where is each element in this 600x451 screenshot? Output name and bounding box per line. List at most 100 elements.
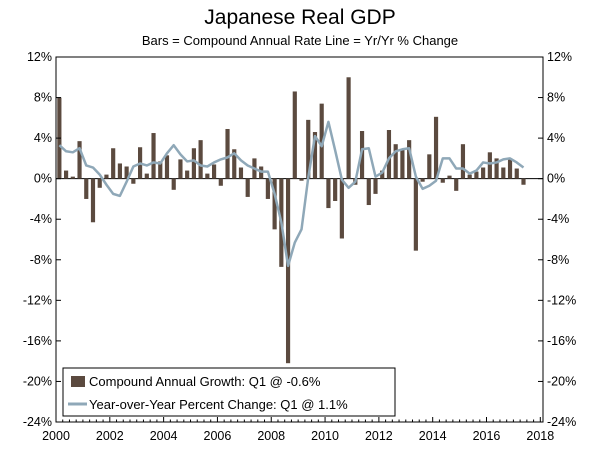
bar-51 (400, 149, 405, 179)
x-tick-label: 2000 (42, 429, 70, 443)
bar-18 (178, 159, 183, 179)
x-tick-label: 2016 (473, 429, 501, 443)
x-tick-label: 2014 (419, 429, 447, 443)
axis-ticks: 12% 12% 8% 8% 4% 4% 0% 0% -4% -4% -8% -8% -12% -12% -1… (23, 50, 576, 443)
x-tick-label: 2006 (204, 429, 232, 443)
bar-41 (333, 178, 338, 201)
bar-8 (111, 148, 116, 179)
bar-66 (501, 167, 506, 179)
bar-26 (232, 149, 237, 179)
bar-43 (346, 77, 351, 179)
y-tick-label-left: -16% (23, 334, 52, 348)
bar-20 (191, 148, 196, 179)
bar-series (57, 77, 526, 364)
bar-36 (299, 178, 304, 181)
bar-65 (494, 158, 499, 179)
bar-55 (427, 154, 432, 179)
bar-22 (205, 173, 210, 179)
bar-27 (238, 167, 244, 179)
bar-52 (407, 140, 412, 179)
y-tick-label-left: -8% (30, 253, 52, 267)
line-series (58, 120, 525, 268)
legend-bar-label: Compound Annual Growth: Q1 @ -0.6% (89, 374, 321, 389)
bar-58 (447, 175, 452, 179)
bar-64 (487, 152, 492, 179)
bar-38 (312, 132, 318, 179)
bar-39 (319, 103, 324, 179)
y-tick-label-right: -12% (547, 293, 576, 307)
bar-4 (84, 178, 89, 199)
y-tick-label-right: 0% (547, 172, 565, 186)
bar-34 (285, 178, 291, 364)
bar-42 (339, 178, 344, 239)
y-tick-label-left: -4% (30, 212, 52, 226)
bar-17 (171, 178, 176, 190)
bar-14 (151, 133, 156, 179)
bar-47 (373, 178, 378, 194)
y-tick-label-right: 4% (547, 131, 565, 145)
bar-32 (272, 178, 277, 230)
bar-54 (420, 178, 425, 182)
x-tick-label: 2008 (257, 429, 285, 443)
bar-19 (185, 170, 190, 179)
y-tick-label-right: -4% (547, 212, 569, 226)
bar-56 (433, 116, 439, 179)
y-tick-label-left: 12% (27, 50, 52, 64)
y-tick-label-right: -20% (547, 374, 576, 388)
bar-9 (117, 163, 122, 179)
bar-40 (326, 178, 331, 209)
bar-57 (440, 178, 445, 183)
y-tick-label-right: -8% (547, 253, 569, 267)
bar-49 (386, 130, 392, 179)
x-tick-label: 2018 (526, 429, 554, 443)
bar-21 (198, 140, 203, 179)
bar-7 (104, 174, 109, 179)
bar-69 (521, 178, 526, 185)
bar-1 (64, 170, 69, 179)
bar-31 (265, 178, 270, 199)
bar-48 (380, 170, 385, 179)
bar-50 (393, 144, 398, 179)
y-tick-label-right: 12% (547, 50, 572, 64)
bar-3 (77, 141, 82, 179)
y-tick-label-left: -24% (23, 415, 52, 429)
plot-frame (55, 56, 544, 423)
bar-23 (211, 164, 217, 179)
legend: Compound Annual Growth: Q1 @ -0.6% Year-… (62, 367, 396, 417)
bar-62 (474, 171, 479, 179)
y-tick-label-right: -24% (547, 415, 576, 429)
legend-line-label: Year-over-Year Percent Change: Q1 @ 1.1% (89, 397, 348, 412)
y-tick-label-right: 8% (547, 91, 565, 105)
legend-box (62, 367, 396, 417)
chart-subtitle: Bars = Compound Annual Rate Line = Yr/Yr… (141, 33, 459, 48)
legend-bar-swatch (71, 376, 85, 387)
x-tick-label: 2010 (311, 429, 339, 443)
x-tick-label: 2012 (365, 429, 393, 443)
y-tick-label-left: 4% (34, 131, 52, 145)
bar-61 (467, 174, 472, 179)
bar-28 (245, 178, 250, 197)
chart-title: Japanese Real GDP (204, 6, 396, 29)
x-tick-label: 2004 (150, 429, 178, 443)
bar-60 (460, 144, 466, 179)
y-tick-label-left: -12% (23, 293, 52, 307)
bar-59 (454, 178, 459, 191)
bar-15 (158, 161, 163, 179)
bar-63 (481, 167, 486, 179)
bar-67 (507, 158, 513, 179)
x-tick-label: 2002 (96, 429, 124, 443)
bar-25 (225, 128, 230, 179)
bar-68 (514, 168, 519, 179)
y-tick-label-left: 8% (34, 91, 52, 105)
bar-46 (366, 178, 371, 206)
y-tick-label-left: 0% (34, 172, 52, 186)
bar-16 (164, 155, 170, 179)
bar-53 (413, 178, 418, 251)
bar-37 (306, 119, 311, 179)
bar-10 (124, 166, 129, 179)
bar-11 (131, 178, 136, 184)
y-tick-label-left: -20% (23, 374, 52, 388)
y-tick-label-right: -16% (547, 334, 576, 348)
bar-5 (90, 178, 96, 223)
